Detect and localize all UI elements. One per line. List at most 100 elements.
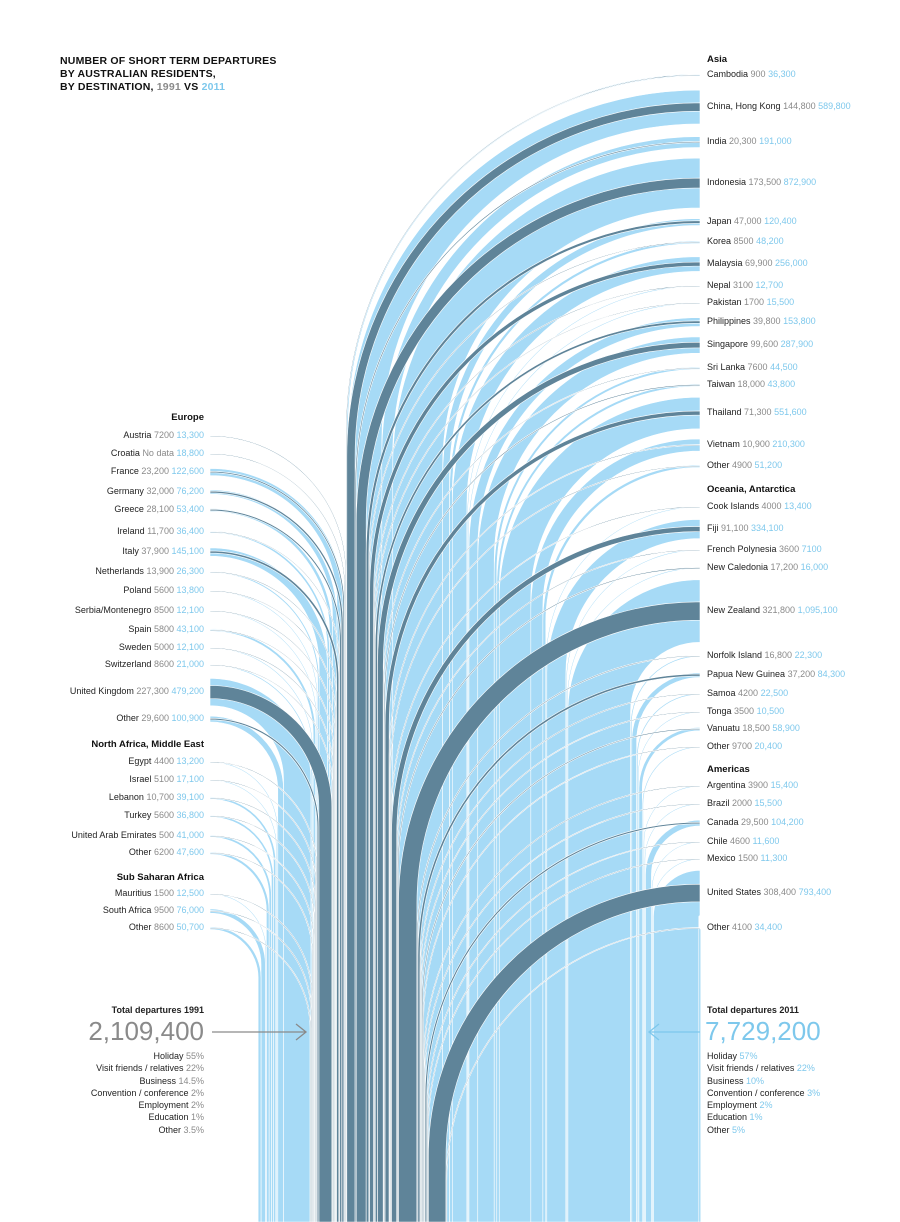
row-north-africa-middle-east-turkey: Turkey 5600 36,800 — [124, 810, 204, 821]
country-name: Sweden — [118, 642, 154, 652]
total-2011-label: Total departures 2011 — [707, 1005, 799, 1015]
country-name: New Caledonia — [707, 562, 771, 572]
value-2011: 334,100 — [751, 523, 784, 533]
value-1991: 5100 — [153, 774, 177, 784]
band-asia-singapore-1991 — [377, 341, 701, 1222]
band-asia-other-2011 — [542, 464, 701, 1222]
band-americas-brazil-2011 — [644, 803, 701, 1222]
purpose-row: Education 1% — [91, 1111, 204, 1123]
value-1991: 3900 — [748, 780, 771, 790]
value-2011: 39,100 — [176, 792, 204, 802]
purpose-pct: 10% — [746, 1075, 765, 1086]
country-name: Ireland — [117, 526, 148, 536]
country-name: New Zealand — [707, 605, 763, 615]
row-asia-korea: Korea 8500 48,200 — [707, 236, 784, 247]
purpose-name: Visit friends / relatives — [707, 1063, 797, 1074]
band-americas-united-states-2011 — [653, 870, 701, 1222]
value-2011: 84,300 — [817, 669, 846, 679]
value-1991: 2000 — [732, 798, 755, 808]
country-name: Mexico — [707, 853, 739, 863]
value-2011: 13,200 — [176, 756, 204, 766]
row-oceania-antarctica-tonga: Tonga 3500 10,500 — [707, 706, 784, 717]
band-asia-philippines-1991 — [374, 320, 701, 1222]
value-2011: 36,400 — [176, 526, 204, 536]
band-asia-taiwan-1991 — [383, 384, 701, 1222]
total-1991-purposes: Holiday 55% Visit friends / relatives 22%… — [91, 1050, 204, 1136]
band-asia-cambodia-1991 — [345, 74, 701, 1222]
band-europe-sweden-1991 — [209, 647, 334, 1222]
country-name: Poland — [123, 585, 154, 595]
country-name: Norfolk Island — [707, 650, 765, 660]
value-2011: 1,095,100 — [797, 605, 838, 615]
value-1991: 29,600 — [141, 713, 172, 723]
band-oceania-antarctica-other-1991 — [422, 746, 701, 1222]
value-2011: 50,700 — [176, 922, 204, 932]
purpose-row: Other 3.5% — [91, 1124, 204, 1136]
purpose-name: Employment — [138, 1100, 191, 1111]
band-europe-netherlands-2011 — [209, 570, 320, 1222]
band-asia-vietnam-2011 — [530, 438, 701, 1222]
row-asia-malaysia: Malaysia 69,900 256,000 — [707, 258, 808, 269]
purpose-name: Business — [707, 1075, 747, 1086]
value-1991: 7200 — [153, 430, 177, 440]
purpose-name: Education — [707, 1112, 750, 1123]
value-2011: 47,600 — [176, 847, 204, 857]
chart-title: NUMBER OF SHORT TERM DEPARTURES BY AUSTR… — [60, 55, 277, 94]
value-1991: 69,900 — [745, 258, 776, 268]
value-1991: 4400 — [153, 756, 177, 766]
value-1991: 91,100 — [721, 523, 752, 533]
band-europe-croatia-1991 — [209, 453, 346, 1222]
band-oceania-antarctica-vanuatu-2011 — [638, 727, 701, 1222]
country-name: South Africa — [102, 905, 154, 915]
band-asia-pakistan-2011 — [467, 302, 701, 1222]
value-2011: 76,200 — [176, 486, 204, 496]
band-asia-china-hong-kong-2011 — [347, 89, 701, 1222]
row-asia-pakistan: Pakistan 1700 15,500 — [707, 297, 794, 308]
band-oceania-antarctica-papua-new-guinea-1991 — [417, 673, 701, 1222]
value-2011: 145,100 — [171, 546, 204, 556]
country-name: Other — [707, 741, 733, 751]
band-europe-sweden-2011 — [209, 647, 314, 1222]
purpose-row: Holiday 55% — [91, 1050, 204, 1062]
row-asia-thailand: Thailand 71,300 551,600 — [707, 407, 807, 418]
value-1991: 8500 — [153, 605, 177, 615]
country-name: Israel — [129, 774, 154, 784]
band-asia-indonesia-1991 — [355, 177, 701, 1222]
row-europe-poland: Poland 5600 13,800 — [123, 585, 204, 596]
arrow-1991 — [212, 1023, 308, 1041]
band-europe-austria-1991 — [209, 435, 347, 1222]
title-line-3: BY DESTINATION, 1991 VS 2011 — [60, 81, 277, 94]
country-name: United Arab Emirates — [71, 830, 159, 840]
band-americas-argentina-2011 — [643, 785, 701, 1222]
band-oceania-antarctica-norfolk-island-1991 — [416, 655, 701, 1222]
country-name: France — [110, 466, 142, 476]
country-name: Italy — [122, 546, 142, 556]
title-line-1: NUMBER OF SHORT TERM DEPARTURES — [60, 55, 277, 67]
band-north-africa-middle-east-other-2011 — [209, 851, 270, 1222]
country-name: Brazil — [707, 798, 733, 808]
value-1991: 8600 — [153, 922, 177, 932]
value-1991: 20,300 — [729, 136, 760, 146]
band-oceania-antarctica-papua-new-guinea-2011 — [631, 672, 701, 1222]
band-asia-pakistan-1991 — [374, 302, 701, 1222]
band-europe-other-1991 — [209, 717, 320, 1222]
value-1991: 8600 — [153, 659, 177, 669]
band-sub-saharan-africa-south-africa-1991 — [209, 910, 312, 1222]
row-north-africa-middle-east-lebanon: Lebanon 10,700 39,100 — [109, 792, 204, 803]
country-name: Taiwan — [707, 379, 738, 389]
band-north-africa-middle-east-united-arab-emirates-2011 — [209, 834, 272, 1222]
band-americas-canada-2011 — [645, 819, 701, 1222]
value-1991: 17,200 — [770, 562, 801, 572]
purpose-name: Business — [139, 1075, 179, 1086]
country-name: Other — [707, 460, 733, 470]
value-2011: 15,400 — [770, 780, 799, 790]
value-1991: 99,600 — [750, 339, 781, 349]
country-name: Papua New Guinea — [707, 669, 788, 679]
purpose-pct: 5% — [732, 1124, 746, 1135]
row-europe-greece: Greece 28,100 53,400 — [114, 504, 204, 515]
group-heading-europe: Europe — [171, 412, 204, 423]
band-europe-netherlands-1991 — [209, 571, 337, 1222]
value-1991: 3500 — [734, 706, 757, 716]
row-asia-vietnam: Vietnam 10,900 210,300 — [707, 439, 805, 450]
